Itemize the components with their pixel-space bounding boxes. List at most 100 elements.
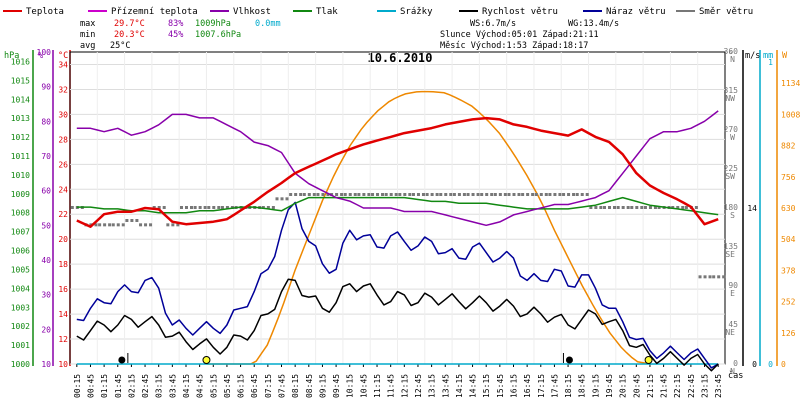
dir-point (171, 223, 175, 227)
dir-point (212, 206, 216, 209)
stat-max-temp: 29.7°C (114, 19, 145, 29)
dir-point (103, 223, 107, 227)
dir-point (225, 206, 229, 209)
x-tick-label: 08:45 (305, 374, 314, 398)
x-tick-label: 22:45 (687, 374, 696, 398)
dir-point (98, 223, 102, 227)
legend-label: Vlhkost (233, 7, 271, 17)
dir-point (371, 193, 375, 196)
tick-label-dir-compass: E (730, 289, 735, 298)
x-tick-label: 23:15 (701, 374, 710, 398)
x-tick-label: 03:45 (168, 374, 177, 398)
x-axis-label: čas (728, 370, 743, 381)
legend-label: Směr větru (699, 7, 753, 17)
tick-label-hpa: 1013 (11, 114, 30, 123)
dir-point (585, 193, 589, 196)
series-vlhkost (76, 110, 719, 227)
unit-ms: m/s (745, 51, 760, 61)
x-tick-label: 13:45 (441, 374, 450, 398)
dir-point (111, 223, 115, 227)
stat-ws: WS:6.7m/s (470, 19, 516, 29)
tick-label-pct: 100 (37, 48, 52, 57)
dir-point (176, 223, 180, 227)
x-tick-label: 07:15 (264, 374, 273, 398)
tick-label-hpa: 1009 (11, 190, 30, 199)
x-tick-label: 19:15 (591, 374, 600, 398)
dir-point (480, 193, 484, 196)
x-tick-label: 10:45 (359, 374, 368, 398)
x-tick-label: 11:45 (387, 374, 396, 398)
legend-label: Náraz větru (606, 7, 666, 17)
tick-label-pct: 90 (41, 83, 51, 92)
dir-point (94, 223, 98, 227)
sunset-marker (644, 356, 653, 364)
series-rychlost-v-tru (76, 278, 719, 372)
dir-point (116, 223, 120, 227)
dir-point (712, 275, 716, 279)
dir-point (485, 193, 489, 196)
tick-label-hpa: 1010 (11, 171, 30, 180)
dir-point (466, 193, 470, 196)
legend-label: Teplota (26, 7, 64, 17)
x-tick-label: 02:45 (141, 374, 150, 398)
stat-max-press: 1009hPa (195, 19, 231, 29)
tick-label-wm2: 630 (781, 204, 796, 213)
tick-label-dir-compass: NE (725, 328, 735, 337)
dir-point (299, 193, 303, 196)
tick-label-degc: 34 (58, 60, 68, 69)
x-tick-label: 23:45 (714, 374, 723, 398)
dir-point (376, 193, 380, 196)
dir-point (135, 219, 139, 222)
dir-point (425, 193, 429, 196)
tick-label-hpa: 1004 (11, 284, 30, 293)
series-layer (70, 90, 726, 372)
tick-label-pct: 80 (41, 117, 51, 126)
x-tick-label: 07:45 (278, 374, 287, 398)
dir-point (193, 206, 197, 209)
tick-label-ms: 14 (747, 204, 757, 213)
dir-point (266, 206, 270, 209)
dir-point (403, 193, 407, 196)
dir-point (613, 206, 617, 209)
dir-point (653, 206, 657, 209)
dir-point (217, 206, 221, 209)
tick-label-hpa: 1005 (11, 265, 30, 274)
dir-point (708, 275, 712, 279)
x-tick-label: 20:15 (619, 374, 628, 398)
tick-label-degc: 12 (58, 335, 68, 344)
legend-prizemni-teplota: Přízemní teplota (88, 7, 198, 17)
dir-point (416, 193, 420, 196)
x-tick-label: 05:45 (223, 374, 232, 398)
tick-label-dir: 225 (724, 164, 739, 173)
dir-point (439, 193, 443, 196)
dir-point (144, 223, 148, 227)
dir-point (189, 206, 193, 209)
dir-point (394, 193, 398, 196)
dir-point (539, 193, 543, 196)
x-tick-label: 13:15 (428, 374, 437, 398)
legend-label: Rychlost větru (482, 7, 558, 17)
legend-label: Srážky (400, 7, 433, 17)
unit-mm: mm (763, 51, 773, 61)
x-tick-label: 14:45 (469, 374, 478, 398)
tick-label-hpa: 1008 (11, 209, 30, 218)
dir-point (121, 223, 125, 227)
sun-moon-markers (118, 353, 653, 364)
dir-point (594, 206, 598, 209)
dir-point (340, 193, 344, 196)
x-tick-label: 08:15 (291, 374, 300, 398)
dir-point (70, 206, 74, 209)
tick-label-dir-compass: NW (725, 94, 735, 103)
tick-label-dir: 270 (724, 125, 739, 134)
x-tick-label: 18:15 (564, 374, 573, 398)
stat-min-hum: 45% (168, 30, 183, 40)
dir-point (630, 206, 634, 209)
dir-point (275, 197, 279, 201)
series-tlak (76, 196, 719, 216)
tick-label-degc: 24 (58, 185, 68, 194)
dir-point (220, 206, 224, 209)
tick-label-degc: 26 (58, 160, 68, 169)
dir-point (130, 219, 134, 222)
series-teplota (76, 116, 719, 228)
unit-wm2: W (782, 51, 788, 61)
